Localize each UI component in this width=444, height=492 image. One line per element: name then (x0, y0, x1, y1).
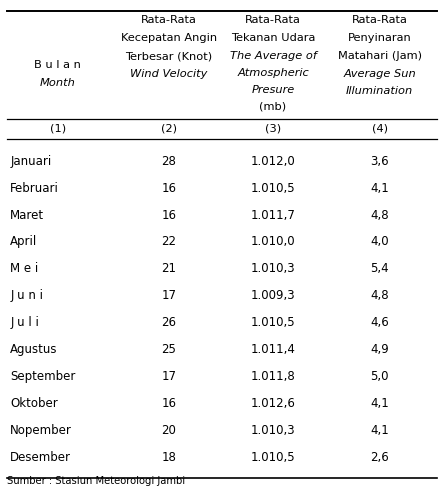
Text: Penyinaran: Penyinaran (348, 33, 412, 43)
Text: (2): (2) (161, 124, 177, 134)
Text: 1.011,4: 1.011,4 (250, 343, 296, 356)
Text: 1.010,0: 1.010,0 (251, 236, 295, 248)
Text: 1.010,3: 1.010,3 (251, 262, 295, 276)
Text: Matahari (Jam): Matahari (Jam) (337, 51, 422, 61)
Text: 4,8: 4,8 (370, 289, 389, 303)
Text: 3,6: 3,6 (370, 154, 389, 168)
Text: 1.010,5: 1.010,5 (251, 316, 295, 329)
Text: 16: 16 (161, 182, 176, 194)
Text: J u l i: J u l i (10, 316, 39, 329)
Text: Wind Velocity: Wind Velocity (130, 69, 207, 79)
Text: 4,1: 4,1 (370, 397, 389, 410)
Text: 5,0: 5,0 (370, 370, 389, 383)
Text: 25: 25 (161, 343, 176, 356)
Text: (1): (1) (50, 124, 66, 134)
Text: September: September (10, 370, 75, 383)
Text: 1.011,7: 1.011,7 (250, 209, 296, 221)
Text: (3): (3) (265, 124, 281, 134)
Text: 28: 28 (161, 154, 176, 168)
Text: 4,9: 4,9 (370, 343, 389, 356)
Text: B u l a n: B u l a n (34, 60, 81, 70)
Text: Nopember: Nopember (10, 424, 72, 437)
Text: Average Sun: Average Sun (343, 69, 416, 79)
Text: Sumber : Stasiun Meteorologi Jambi: Sumber : Stasiun Meteorologi Jambi (7, 476, 185, 486)
Text: 1.009,3: 1.009,3 (251, 289, 295, 303)
Text: 16: 16 (161, 397, 176, 410)
Text: Rata-Rata: Rata-Rata (352, 15, 408, 25)
Text: Rata-Rata: Rata-Rata (141, 15, 197, 25)
Text: 1.010,3: 1.010,3 (251, 424, 295, 437)
Text: 17: 17 (161, 370, 176, 383)
Text: Illumination: Illumination (346, 86, 413, 95)
Text: Kecepatan Angin: Kecepatan Angin (121, 33, 217, 43)
Text: Agustus: Agustus (10, 343, 58, 356)
Text: Month: Month (40, 78, 75, 88)
Text: April: April (10, 236, 37, 248)
Text: 22: 22 (161, 236, 176, 248)
Text: Oktober: Oktober (10, 397, 58, 410)
Text: 17: 17 (161, 289, 176, 303)
Text: 1.011,8: 1.011,8 (251, 370, 295, 383)
Text: 4,1: 4,1 (370, 182, 389, 194)
Text: 2,6: 2,6 (370, 451, 389, 464)
Text: 1.012,6: 1.012,6 (250, 397, 296, 410)
Text: M e i: M e i (10, 262, 39, 276)
Text: Rata-Rata: Rata-Rata (245, 15, 301, 25)
Text: Tekanan Udara: Tekanan Udara (231, 33, 315, 43)
Text: 4,1: 4,1 (370, 424, 389, 437)
Text: 1.012,0: 1.012,0 (251, 154, 295, 168)
Text: 16: 16 (161, 209, 176, 221)
Text: Terbesar (Knot): Terbesar (Knot) (125, 51, 212, 61)
Text: Maret: Maret (10, 209, 44, 221)
Text: Atmospheric: Atmospheric (237, 68, 309, 78)
Text: (mb): (mb) (259, 101, 287, 111)
Text: (4): (4) (372, 124, 388, 134)
Text: 26: 26 (161, 316, 176, 329)
Text: J u n i: J u n i (10, 289, 43, 303)
Text: 4,6: 4,6 (370, 316, 389, 329)
Text: 20: 20 (161, 424, 176, 437)
Text: 4,8: 4,8 (370, 209, 389, 221)
Text: 5,4: 5,4 (370, 262, 389, 276)
Text: 21: 21 (161, 262, 176, 276)
Text: Februari: Februari (10, 182, 59, 194)
Text: 1.010,5: 1.010,5 (251, 182, 295, 194)
Text: Januari: Januari (10, 154, 52, 168)
Text: The Average of: The Average of (230, 51, 317, 61)
Text: 18: 18 (161, 451, 176, 464)
Text: 1.010,5: 1.010,5 (251, 451, 295, 464)
Text: Desember: Desember (10, 451, 71, 464)
Text: Presure: Presure (251, 85, 295, 94)
Text: 4,0: 4,0 (370, 236, 389, 248)
